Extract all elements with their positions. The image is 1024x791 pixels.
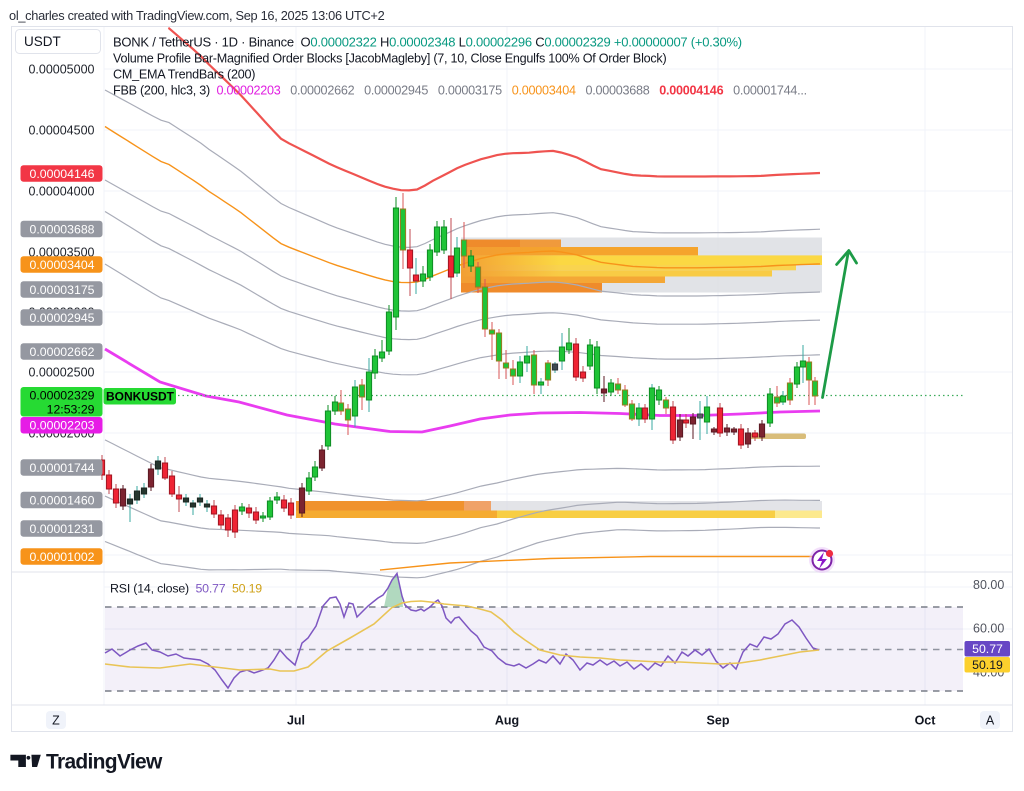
svg-text:0.00001002: 0.00001002 (30, 550, 95, 564)
svg-text:0.00002662: 0.00002662 (30, 345, 95, 359)
svg-text:BONK / TetherUS · 1D · Binance: BONK / TetherUS · 1D · Binance O0.000023… (113, 35, 742, 50)
svg-text:Jul: Jul (287, 714, 305, 728)
svg-text:0.00004146: 0.00004146 (30, 167, 95, 181)
svg-text:12:53:29: 12:53:29 (47, 402, 95, 416)
svg-text:0.00001460: 0.00001460 (30, 493, 95, 507)
svg-text:CM_EMA TrendBars (200): CM_EMA TrendBars (200) (113, 68, 255, 82)
svg-text:50.19: 50.19 (972, 658, 1003, 672)
svg-text:RSI (14, close) 50.77 50.19: RSI (14, close) 50.77 50.19 (110, 582, 262, 596)
svg-text:Volume Profile Bar-Magnified O: Volume Profile Bar-Magnified Order Block… (113, 52, 666, 66)
svg-text:FBB (200, hlc3, 3) 0.00002203: FBB (200, hlc3, 3) 0.00002203 0.00002662… (113, 84, 807, 98)
svg-text:0.00002203: 0.00002203 (30, 419, 95, 433)
svg-text:0.00002329: 0.00002329 (30, 388, 95, 402)
svg-text:60.00: 60.00 (973, 622, 1004, 636)
svg-text:0.00003688: 0.00003688 (30, 222, 95, 236)
svg-text:Z: Z (52, 714, 60, 728)
svg-text:ol_charles created with Tradin: ol_charles created with TradingView.com,… (9, 8, 385, 23)
svg-text:A: A (986, 714, 995, 728)
svg-text:0.00002500: 0.00002500 (28, 366, 94, 380)
svg-text:0.00004000: 0.00004000 (28, 185, 94, 199)
svg-text:0.00004500: 0.00004500 (28, 124, 94, 138)
svg-text:0.00002945: 0.00002945 (30, 311, 95, 325)
svg-text:0.00003500: 0.00003500 (28, 246, 94, 260)
svg-text:Sep: Sep (707, 714, 730, 728)
svg-text:TradingView: TradingView (46, 751, 163, 774)
svg-text:BONKUSDT: BONKUSDT (106, 390, 175, 404)
svg-text:80.00: 80.00 (973, 578, 1004, 592)
svg-text:0.00001744: 0.00001744 (30, 461, 95, 475)
svg-text:0.00003404: 0.00003404 (30, 258, 95, 272)
svg-text:Oct: Oct (915, 714, 937, 728)
svg-text:USDT: USDT (24, 34, 61, 49)
svg-text:0.00003175: 0.00003175 (30, 283, 95, 297)
svg-text:Aug: Aug (495, 714, 519, 728)
svg-text:0.00005000: 0.00005000 (28, 63, 94, 77)
svg-text:50.77: 50.77 (972, 642, 1003, 656)
svg-text:0.00001231: 0.00001231 (30, 522, 95, 536)
